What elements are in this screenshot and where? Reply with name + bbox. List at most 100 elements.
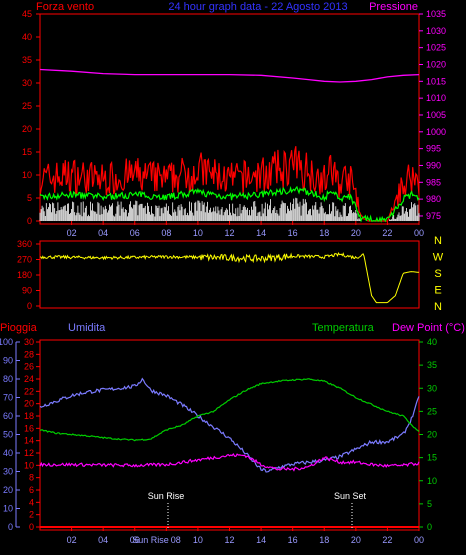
wind-avg-line (39, 185, 420, 223)
wind-y-tick-label: 30 (22, 78, 32, 88)
pressure-y-tick-label: 985 (426, 177, 441, 187)
rain-y-tick-label: 12 (24, 448, 34, 458)
wind-x-tick-label: 00 (414, 228, 424, 238)
rain-y-tick-label: 6 (29, 485, 34, 495)
dir-y-tick-label: 180 (17, 270, 32, 280)
temperature-y-tick-label: 10 (427, 476, 437, 486)
wind-panel-frame (39, 13, 420, 225)
direction-letter: N (434, 301, 442, 313)
bottom-x-tick-label: 04 (98, 535, 108, 545)
wind-x-tick-label: 14 (256, 228, 266, 238)
wind-y-tick-label: 10 (22, 170, 32, 180)
bottom-x-tick-label: 22 (382, 535, 392, 545)
humidity-y-tick-label: 30 (3, 467, 13, 477)
sunset-label: Sun Set (334, 491, 367, 501)
rain-y-tick-label: 16 (24, 423, 34, 433)
rain-y-tick-label: 22 (24, 386, 34, 396)
wind-x-tick-label: 18 (319, 228, 329, 238)
wind-y-tick-label: 0 (27, 216, 32, 226)
bottom-x-tick-label: 06 (130, 535, 140, 545)
rain-y-tick-label: 8 (29, 473, 34, 483)
dir-y-tick-label: 0 (27, 301, 32, 311)
temperature-y-tick-label: 15 (427, 453, 437, 463)
temperature-y-tick-label: 40 (427, 337, 437, 347)
pressure-y-tick-label: 1005 (426, 110, 446, 120)
wind-y-tick-label: 45 (22, 9, 32, 19)
direction-letter: N (434, 235, 442, 247)
graph-title: 24 hour graph data - 22 Agosto 2013 (168, 1, 347, 13)
humidity-y-tick-label: 0 (8, 522, 13, 532)
rain-label: Pioggia (0, 322, 38, 334)
direction-letter: E (434, 285, 441, 297)
series-temperature-line (39, 378, 420, 442)
pressure-y-tick-label: 975 (426, 211, 441, 221)
rain-y-tick-label: 20 (24, 399, 34, 409)
wind-x-tick-label: 10 (193, 228, 203, 238)
humidity-y-tick-label: 20 (3, 485, 13, 495)
humidity-label: Umidita (68, 322, 106, 334)
rain-y-tick-label: 28 (24, 349, 34, 359)
bottom-x-tick-label: 02 (67, 535, 77, 545)
humidity-y-tick-label: 100 (0, 337, 13, 347)
temperature-y-tick-label: 30 (427, 383, 437, 393)
bottom-panel-frame (39, 339, 420, 531)
pressure-title: Pressione (369, 1, 418, 13)
wind-title: Forza vento (36, 1, 94, 13)
rain-y-tick-label: 30 (24, 337, 34, 347)
bottom-x-tick-label: 18 (319, 535, 329, 545)
bottom-x-tick-label: 10 (193, 535, 203, 545)
bottom-x-tick-label: 12 (224, 535, 234, 545)
humidity-y-tick-label: 90 (3, 356, 13, 366)
rain-y-tick-label: 2 (29, 510, 34, 520)
rain-y-tick-label: 26 (24, 362, 34, 372)
rain-y-tick-label: 0 (29, 522, 34, 532)
wind-y-tick-label: 15 (22, 147, 32, 157)
temperature-y-tick-label: 20 (427, 430, 437, 440)
rain-y-tick-label: 10 (24, 460, 34, 470)
rain-y-tick-label: 24 (24, 374, 34, 384)
direction-letter: W (433, 252, 444, 264)
direction-letter: S (434, 268, 441, 280)
sunrise-tick-label: Sun Rise (132, 535, 169, 545)
wind-x-tick-label: 02 (67, 228, 77, 238)
direction-panel-frame (39, 240, 420, 309)
temperature-y-tick-label: 25 (427, 406, 437, 416)
wind-y-tick-label: 20 (22, 124, 32, 134)
pressure-y-tick-label: 990 (426, 160, 441, 170)
pressure-y-tick-label: 1010 (426, 93, 446, 103)
temperature-label: Temperatura (312, 322, 375, 334)
temperature-y-tick-label: 5 (427, 499, 432, 509)
dir-y-tick-label: 90 (22, 286, 32, 296)
bottom-x-tick-label: 16 (288, 535, 298, 545)
wind-speed-bars (39, 197, 420, 221)
wind-y-tick-label: 35 (22, 55, 32, 65)
dewpoint-label: Dew Point (°C) (392, 322, 465, 334)
pressure-y-tick-label: 995 (426, 144, 441, 154)
humidity-y-tick-label: 70 (3, 393, 13, 403)
pressure-y-tick-label: 1030 (426, 26, 446, 36)
humidity-y-tick-label: 40 (3, 448, 13, 458)
pressure-y-tick-label: 980 (426, 194, 441, 204)
series-humidity-line (39, 377, 420, 473)
humidity-y-tick-label: 80 (3, 374, 13, 384)
dir-y-tick-label: 270 (17, 255, 32, 265)
wind-x-tick-label: 12 (224, 228, 234, 238)
bottom-x-tick-label: 20 (351, 535, 361, 545)
humidity-y-tick-label: 50 (3, 430, 13, 440)
bottom-x-tick-label: 00 (414, 535, 424, 545)
wind-y-tick-label: 25 (22, 101, 32, 111)
rain-y-tick-label: 4 (29, 497, 34, 507)
wind-y-tick-label: 40 (22, 32, 32, 42)
wind-x-tick-label: 16 (288, 228, 298, 238)
wind-x-tick-label: 22 (382, 228, 392, 238)
pressure-y-tick-label: 1035 (426, 9, 446, 19)
pressure-y-tick-label: 1020 (426, 59, 446, 69)
temperature-y-tick-label: 0 (427, 522, 432, 532)
pressure-y-tick-label: 1025 (426, 43, 446, 53)
sunrise-label: Sun Rise (148, 491, 185, 501)
rain-y-tick-label: 14 (24, 436, 34, 446)
bottom-x-tick-label: 14 (256, 535, 266, 545)
rain-y-tick-label: 18 (24, 411, 34, 421)
humidity-y-tick-label: 60 (3, 411, 13, 421)
